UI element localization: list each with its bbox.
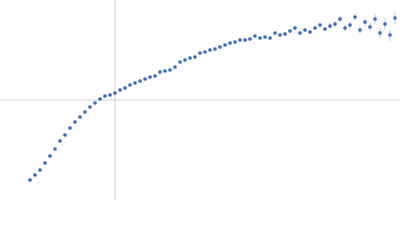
point: [183, 58, 187, 62]
point: [58, 139, 62, 143]
point: [93, 101, 97, 105]
point: [198, 51, 202, 55]
point: [28, 178, 32, 182]
point: [158, 70, 162, 74]
point: [103, 94, 107, 98]
point: [238, 38, 242, 42]
point: [83, 110, 87, 114]
point: [38, 168, 42, 172]
point: [343, 26, 347, 30]
point: [298, 31, 302, 35]
point: [273, 31, 277, 35]
point: [353, 15, 357, 19]
point: [268, 36, 272, 40]
point: [248, 37, 252, 41]
chart: [0, 0, 400, 200]
point: [88, 105, 92, 109]
point: [178, 60, 182, 64]
point: [113, 91, 117, 95]
point: [258, 36, 262, 40]
point: [243, 38, 247, 42]
point: [323, 27, 327, 31]
point: [208, 48, 212, 52]
point: [358, 28, 362, 32]
point: [373, 17, 377, 21]
point: [378, 31, 382, 35]
point: [213, 47, 217, 51]
point: [228, 41, 232, 45]
point: [138, 79, 142, 83]
point: [53, 147, 57, 151]
point: [188, 56, 192, 60]
point: [123, 86, 127, 90]
point: [78, 115, 82, 119]
point: [133, 81, 137, 85]
point: [118, 88, 122, 92]
point: [98, 97, 102, 101]
point: [383, 22, 387, 26]
point: [68, 126, 72, 130]
point: [153, 74, 157, 78]
point: [283, 32, 287, 36]
point: [263, 35, 267, 39]
point: [368, 25, 372, 29]
point: [43, 161, 47, 165]
point: [328, 24, 332, 28]
point: [73, 120, 77, 124]
point: [193, 55, 197, 59]
point: [233, 40, 237, 44]
point: [253, 34, 257, 38]
point: [163, 69, 167, 73]
point: [393, 16, 397, 20]
point: [33, 173, 37, 177]
point: [63, 133, 67, 137]
point: [388, 33, 392, 37]
page: (() => { const data = JSON.parse(documen…: [0, 0, 400, 200]
point: [48, 154, 52, 158]
point: [143, 77, 147, 81]
point: [338, 17, 342, 21]
point: [293, 26, 297, 30]
point: [148, 75, 152, 79]
point: [223, 43, 227, 47]
point: [363, 20, 367, 24]
point: [218, 45, 222, 49]
point: [173, 65, 177, 69]
point: [168, 68, 172, 72]
point: [308, 30, 312, 34]
point: [333, 22, 337, 26]
point: [288, 29, 292, 33]
point: [313, 26, 317, 30]
point: [348, 23, 352, 27]
point: [318, 23, 322, 27]
point: [128, 83, 132, 87]
point: [303, 28, 307, 32]
point: [203, 50, 207, 54]
point: [108, 93, 112, 97]
point: [278, 33, 282, 37]
